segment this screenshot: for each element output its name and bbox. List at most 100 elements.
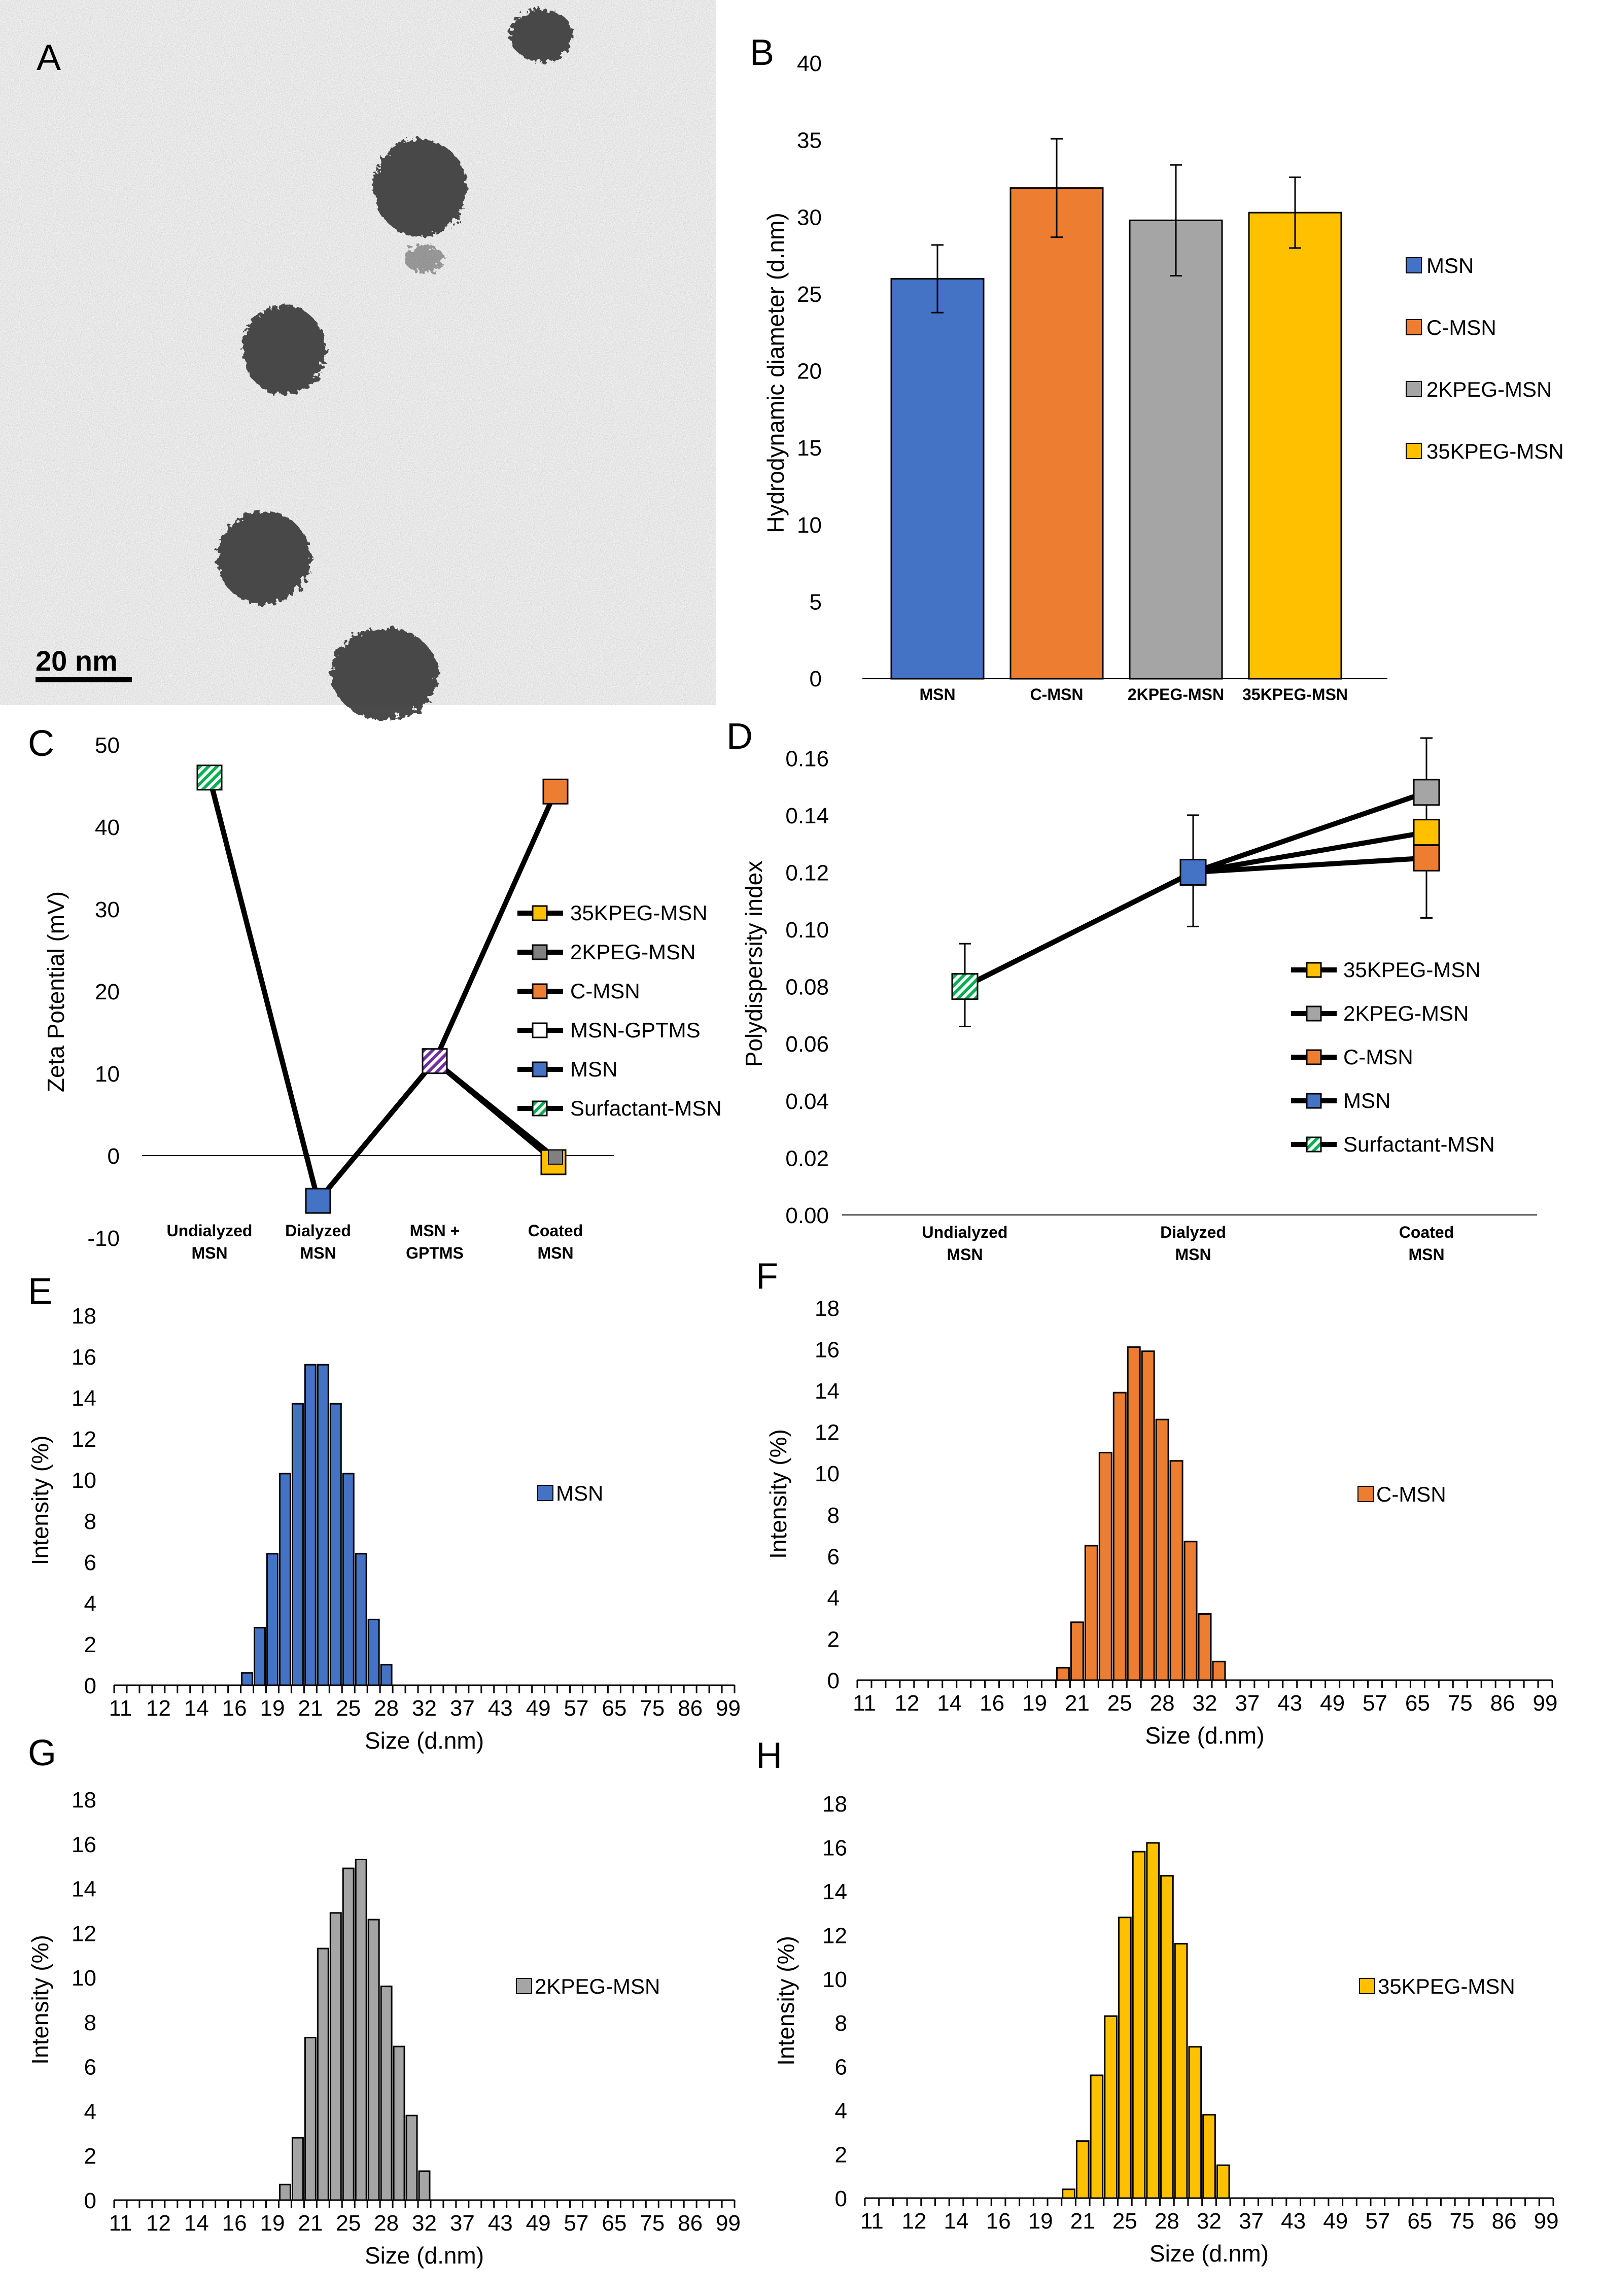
legend-label: Surfactant-MSN	[570, 1096, 722, 1120]
histogram-bar	[1169, 1460, 1183, 1681]
x-tick-label: 14	[944, 2209, 969, 2234]
x-tick-label: 25	[1112, 2209, 1137, 2234]
marker-msn	[305, 1188, 331, 1214]
histogram-bar	[1062, 2188, 1075, 2199]
x-tick-label: 19	[260, 2211, 285, 2236]
histogram-bar	[1127, 1346, 1141, 1681]
x-tick-label: Coated	[1399, 1223, 1454, 1241]
y-tick-label: 16	[72, 1345, 96, 1370]
x-tick-label: 19	[260, 1696, 285, 1721]
nanoparticle	[404, 246, 444, 272]
y-tick-label: 18	[72, 1304, 96, 1329]
legend-swatch	[516, 1978, 532, 1994]
y-tick-label: 14	[822, 1880, 847, 1904]
x-tick-label: 49	[1323, 2209, 1348, 2234]
x-tick-label: 25	[1107, 1691, 1132, 1716]
legend-marker	[532, 905, 548, 921]
y-tick-label: 40	[797, 51, 822, 76]
y-tick-label: 12	[822, 1923, 847, 1948]
x-axis-title: Size (d.nm)	[1149, 2240, 1269, 2267]
chart-polydispersity: 0.00 0.02 0.04 0.06 0.08 0.10 0.12 0.14 0.16 Undi…	[741, 737, 1537, 1264]
histogram-bar	[241, 1672, 254, 1686]
x-tick-label: 2KPEG-MSN	[1128, 685, 1224, 704]
x-tick-label: 21	[298, 1696, 323, 1721]
x-tick-label: C-MSN	[1030, 685, 1084, 704]
x-tick-label: MSN	[537, 1244, 573, 1262]
legend-label: MSN	[1343, 1089, 1390, 1112]
x-tick-label: 16	[222, 1696, 247, 1721]
y-tick-label: 8	[84, 1509, 96, 1534]
x-tick-label: 75	[1450, 2209, 1475, 2234]
legend-marker	[532, 1061, 548, 1077]
histogram-bar	[355, 1553, 367, 1686]
x-tick-label: 65	[1405, 1691, 1430, 1716]
x-tick-label: MSN	[1175, 1245, 1211, 1264]
legend-label: MSN	[556, 1481, 603, 1505]
y-tick-label: 4	[84, 1591, 96, 1616]
y-tick-label: 0	[108, 1144, 120, 1169]
y-tick-label: 4	[835, 2099, 847, 2124]
bar	[1248, 212, 1342, 680]
histogram-bar	[1188, 2046, 1202, 2199]
panel-label-a: A	[37, 38, 61, 78]
y-tick-label: 40	[95, 815, 120, 840]
legend-label: C-MSN	[1376, 1482, 1446, 1506]
x-tick-label: 49	[1320, 1691, 1345, 1716]
x-tick-label: Dialyzed	[1160, 1223, 1226, 1241]
y-axis-title: Intensity (%)	[27, 1935, 53, 2065]
x-tick-label: Undialyzed	[922, 1223, 1008, 1241]
y-tick-label: 2	[827, 1627, 840, 1652]
x-tick-label: 37	[450, 2211, 475, 2236]
y-tick-label: 8	[84, 2010, 96, 2035]
marker-msn	[1179, 858, 1207, 886]
scale-bar	[36, 677, 132, 682]
y-tick-label: 18	[72, 1788, 96, 1813]
histogram-bar	[1202, 2114, 1216, 2199]
x-tick-label: 16	[980, 1691, 1004, 1716]
y-tick-label: 5	[810, 589, 822, 614]
x-tick-label: MSN	[300, 1244, 336, 1262]
legend-label: 2KPEG-MSN	[570, 940, 695, 964]
y-tick-label: 8	[827, 1503, 840, 1528]
x-tick-label: 35KPEG-MSN	[1242, 685, 1348, 704]
nanoparticle	[242, 305, 326, 395]
histogram-bar	[291, 2137, 304, 2201]
x-tick-label: 12	[146, 2211, 171, 2236]
histogram-bar	[355, 1859, 367, 2201]
x-tick-label: 11	[853, 1691, 876, 1716]
y-tick-label: 14	[72, 1386, 96, 1411]
histogram-bar	[254, 1627, 266, 1686]
legend-marker	[1306, 1049, 1322, 1065]
histogram-bar	[1141, 1350, 1155, 1681]
y-tick-label: 30	[797, 205, 822, 230]
legend-marker	[532, 1022, 548, 1038]
bar	[1009, 187, 1104, 680]
x-tick-label: 99	[716, 2211, 741, 2236]
y-tick-label: 12	[72, 1427, 96, 1452]
x-tick-label: MSN +	[410, 1222, 460, 1240]
histogram-bar	[304, 1364, 317, 1686]
y-tick-label: 12	[815, 1420, 840, 1445]
y-axis-title: Hydrodynamic diameter (d.nm)	[762, 213, 789, 533]
y-tick-label: -10	[87, 1226, 120, 1251]
histogram-bar	[342, 1867, 355, 2201]
y-axis-title: Intensity (%)	[765, 1429, 791, 1559]
x-tick-label: 75	[640, 1696, 665, 1721]
legend-marker	[532, 983, 548, 999]
x-tick-label: 19	[1022, 1691, 1047, 1716]
y-tick-label: 6	[84, 1550, 96, 1575]
histogram-bar	[1070, 1621, 1084, 1681]
histogram-bar	[367, 1919, 380, 2201]
panel-label-d: D	[726, 716, 753, 757]
histogram-bar	[329, 1912, 342, 2201]
y-tick-label: 0.14	[785, 804, 829, 828]
x-tick-label: 99	[1533, 1691, 1558, 1716]
legend-swatch	[537, 1485, 553, 1501]
x-tick-label: 65	[602, 1696, 626, 1721]
y-tick-label: 10	[797, 513, 822, 538]
marker-35kpeg-msn	[1413, 819, 1440, 846]
x-tick-label: 32	[412, 1696, 437, 1721]
histogram-bar	[329, 1403, 342, 1686]
legend-label: MSN-GPTMS	[570, 1018, 701, 1042]
y-tick-label: 0.02	[785, 1146, 829, 1171]
